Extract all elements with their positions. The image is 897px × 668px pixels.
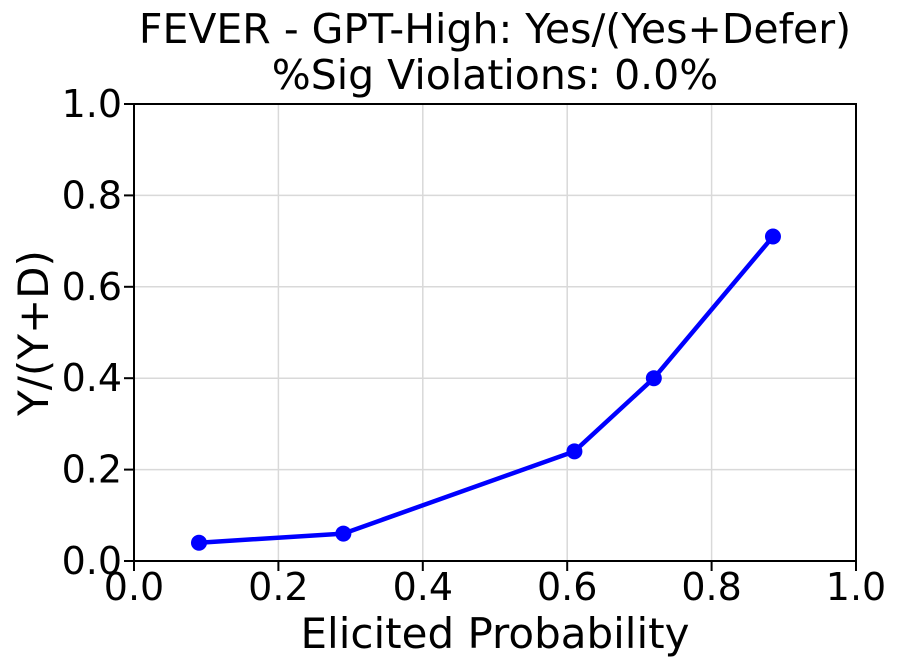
y-tick-label: 0.6: [62, 265, 122, 309]
data-point-marker: [764, 228, 781, 245]
chart-title-line2: %Sig Violations: 0.0%: [272, 51, 718, 99]
y-tick-label: 1.0: [62, 82, 122, 126]
x-tick-label: 0.2: [248, 565, 308, 609]
y-axis-label: Y/(Y+D): [9, 250, 58, 417]
y-tick-label: 0.8: [62, 173, 122, 217]
series-layer: [190, 228, 781, 551]
y-tick-label: 0.0: [62, 539, 122, 583]
axes-layer: [124, 103, 857, 571]
y-tick-label: 0.2: [62, 448, 122, 492]
tick-label-layer: 0.0 0.2 0.4 0.6 0.8 1.0 0.0 0.2 0.4 0.6 0.8 1.0: [62, 82, 887, 609]
x-tick-label: 0.0: [104, 565, 164, 609]
data-point-marker: [645, 370, 662, 387]
data-point-marker: [190, 534, 207, 551]
data-point-marker: [566, 443, 583, 460]
x-tick-label: 0.4: [393, 565, 453, 609]
x-tick-label: 0.6: [537, 565, 597, 609]
x-tick-label: 0.8: [681, 565, 741, 609]
x-axis-label: Elicited Probability: [301, 609, 690, 658]
chart-title-line1: FEVER - GPT-High: Yes/(Yes+Defer): [139, 5, 851, 53]
plot-spines: [133, 103, 857, 562]
x-tick-label: 1.0: [826, 565, 886, 609]
data-point-marker: [335, 525, 352, 542]
y-tick-label: 0.4: [62, 356, 122, 400]
grid-layer: [133, 103, 857, 562]
data-line: [196, 234, 776, 545]
